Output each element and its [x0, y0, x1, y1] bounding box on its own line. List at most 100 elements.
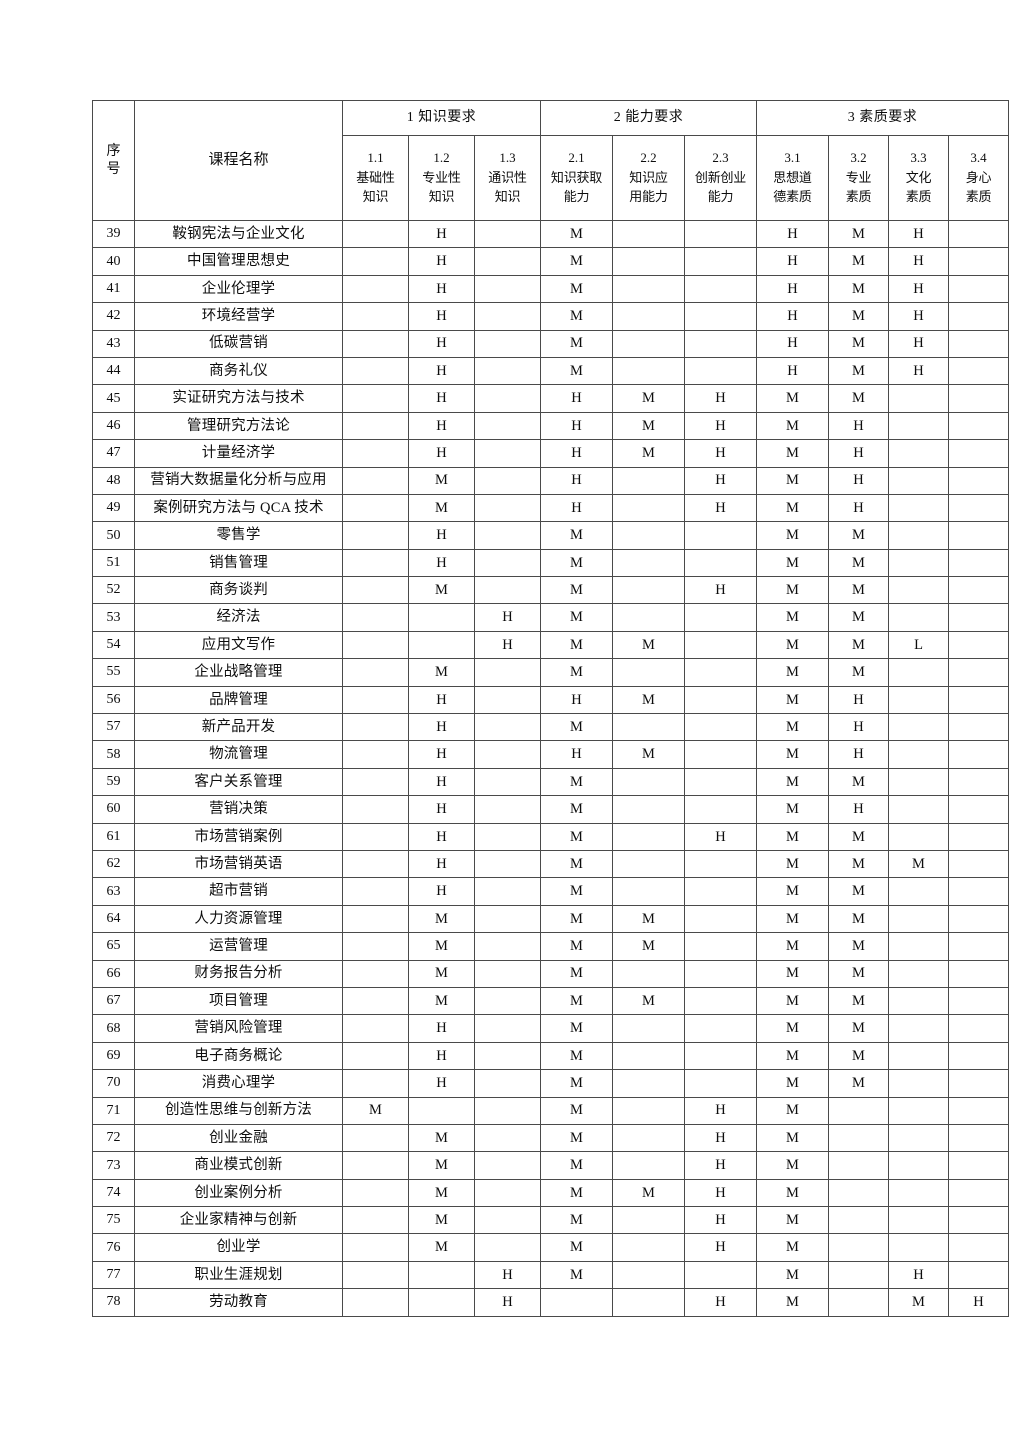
row-level-cell: H	[540, 685, 613, 715]
table-row: 78 劳动教育 H H M M H	[92, 1288, 1009, 1317]
row-level-cell	[948, 411, 1009, 441]
row-level-cell	[948, 630, 1009, 660]
row-level-cell	[474, 493, 541, 523]
row-level-cell	[684, 877, 757, 906]
row-level-cell	[342, 1151, 409, 1180]
row-level-cell	[474, 1233, 541, 1262]
row-level-cell: M	[756, 740, 829, 769]
row-level-cell: M	[828, 1069, 889, 1098]
row-level-cell	[888, 795, 949, 824]
row-level-cell	[828, 1123, 889, 1153]
row-level-cell	[948, 356, 1009, 386]
row-sequence-number: 50	[92, 521, 135, 550]
row-level-cell: M	[612, 932, 685, 961]
table-row: 72 创业金融 M M H M	[92, 1123, 1009, 1153]
row-level-cell: M	[828, 329, 889, 358]
row-sequence-number: 52	[92, 576, 135, 605]
row-level-cell	[684, 356, 757, 386]
table-row: 77 职业生涯规划 H M M H	[92, 1260, 1009, 1290]
row-level-cell	[828, 1288, 889, 1317]
row-level-cell: M	[540, 274, 613, 304]
row-level-cell	[342, 219, 409, 249]
row-sequence-number: 68	[92, 1014, 135, 1043]
row-course-name: 鞍钢宪法与企业文化	[134, 219, 343, 249]
row-level-cell	[948, 219, 1009, 249]
table-row: 43 低碳营销 H M H M H	[92, 329, 1009, 358]
row-sequence-number: 65	[92, 932, 135, 961]
row-level-cell: H	[684, 493, 757, 523]
row-level-cell: M	[540, 1041, 613, 1071]
row-level-cell: M	[828, 603, 889, 632]
header-group-quality: 3 素质要求	[756, 100, 1009, 136]
row-level-cell	[342, 713, 409, 742]
row-level-cell	[474, 1151, 541, 1180]
row-level-cell: M	[756, 439, 829, 468]
header-subcol-1-3-line2: 知识	[494, 188, 521, 204]
row-sequence-number: 40	[92, 247, 135, 276]
header-subcol-1-1-line2: 知识	[362, 188, 389, 204]
row-level-cell: M	[756, 822, 829, 851]
row-sequence-number: 75	[92, 1206, 135, 1235]
row-level-cell	[948, 466, 1009, 495]
header-subcol-3-2-num: 3.2	[850, 149, 867, 165]
row-course-name: 案例研究方法与 QCA 技术	[134, 493, 343, 523]
row-level-cell: M	[540, 247, 613, 276]
row-level-cell	[828, 1178, 889, 1208]
header-subcol-2-3-num: 2.3	[712, 149, 729, 165]
header-subcol-3-4-line2: 素质	[965, 188, 992, 204]
row-level-cell	[474, 658, 541, 687]
header-subcol-2-1-line2: 能力	[563, 188, 590, 204]
row-level-cell: M	[408, 959, 475, 988]
row-level-cell	[342, 932, 409, 961]
row-level-cell	[948, 521, 1009, 550]
row-course-name: 品牌管理	[134, 685, 343, 715]
row-level-cell	[474, 329, 541, 358]
table-row: 66 财务报告分析 M M M M	[92, 959, 1009, 988]
row-level-cell: M	[612, 630, 685, 660]
row-course-name: 企业伦理学	[134, 274, 343, 304]
row-course-name: 创业案例分析	[134, 1178, 343, 1208]
row-level-cell	[888, 1233, 949, 1262]
row-level-cell: H	[684, 1123, 757, 1153]
row-level-cell	[474, 439, 541, 468]
row-level-cell: H	[684, 1206, 757, 1235]
row-level-cell: M	[888, 1288, 949, 1317]
row-level-cell: M	[408, 1178, 475, 1208]
header-sequence-line2: 号	[106, 161, 121, 177]
row-level-cell: M	[540, 1014, 613, 1043]
row-level-cell: M	[540, 1206, 613, 1235]
row-level-cell	[684, 959, 757, 988]
header-group-ability: 2 能力要求	[540, 100, 757, 136]
row-level-cell	[948, 685, 1009, 715]
row-sequence-number: 70	[92, 1069, 135, 1098]
table-row: 40 中国管理思想史 H M H M H	[92, 247, 1009, 276]
row-level-cell: M	[828, 521, 889, 550]
row-level-cell	[612, 959, 685, 988]
row-level-cell: M	[828, 356, 889, 386]
row-course-name: 商业模式创新	[134, 1151, 343, 1180]
row-level-cell: M	[540, 1151, 613, 1180]
row-sequence-number: 74	[92, 1178, 135, 1208]
row-level-cell: M	[756, 1123, 829, 1153]
row-level-cell: H	[888, 274, 949, 304]
row-level-cell	[948, 329, 1009, 358]
row-level-cell	[888, 521, 949, 550]
row-sequence-number: 55	[92, 658, 135, 687]
row-level-cell: M	[756, 713, 829, 742]
row-level-cell: M	[540, 1069, 613, 1098]
row-level-cell: M	[756, 411, 829, 441]
table-body: 39 鞍钢宪法与企业文化 H M H M H 40 中国管理思想史 H M H M H 41 企业伦理学 H M H…	[92, 219, 1009, 1317]
row-level-cell: M	[756, 1041, 829, 1071]
row-sequence-number: 72	[92, 1123, 135, 1153]
row-level-cell: M	[540, 630, 613, 660]
row-level-cell: M	[408, 1151, 475, 1180]
row-level-cell	[474, 795, 541, 824]
row-level-cell	[342, 384, 409, 413]
row-sequence-number: 53	[92, 603, 135, 632]
row-sequence-number: 59	[92, 767, 135, 797]
row-level-cell: M	[828, 959, 889, 988]
row-level-cell	[474, 767, 541, 797]
row-level-cell: H	[408, 767, 475, 797]
row-level-cell: H	[684, 1096, 757, 1125]
row-level-cell: M	[828, 822, 889, 851]
